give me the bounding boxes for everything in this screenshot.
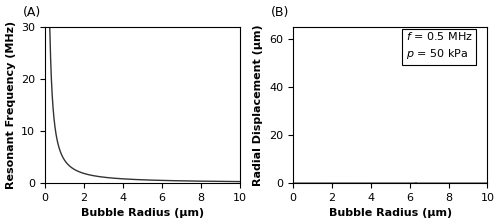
Y-axis label: Resonant Frequency (MHz): Resonant Frequency (MHz) — [6, 21, 16, 189]
Text: (A): (A) — [23, 6, 41, 19]
Text: (B): (B) — [270, 6, 289, 19]
X-axis label: Bubble Radius (μm): Bubble Radius (μm) — [328, 209, 452, 218]
X-axis label: Bubble Radius (μm): Bubble Radius (μm) — [80, 209, 204, 218]
Text: $f$ = 0.5 MHz
$p$ = 50 kPa: $f$ = 0.5 MHz $p$ = 50 kPa — [406, 30, 472, 61]
Y-axis label: Radial Displacement (μm): Radial Displacement (μm) — [254, 24, 264, 186]
